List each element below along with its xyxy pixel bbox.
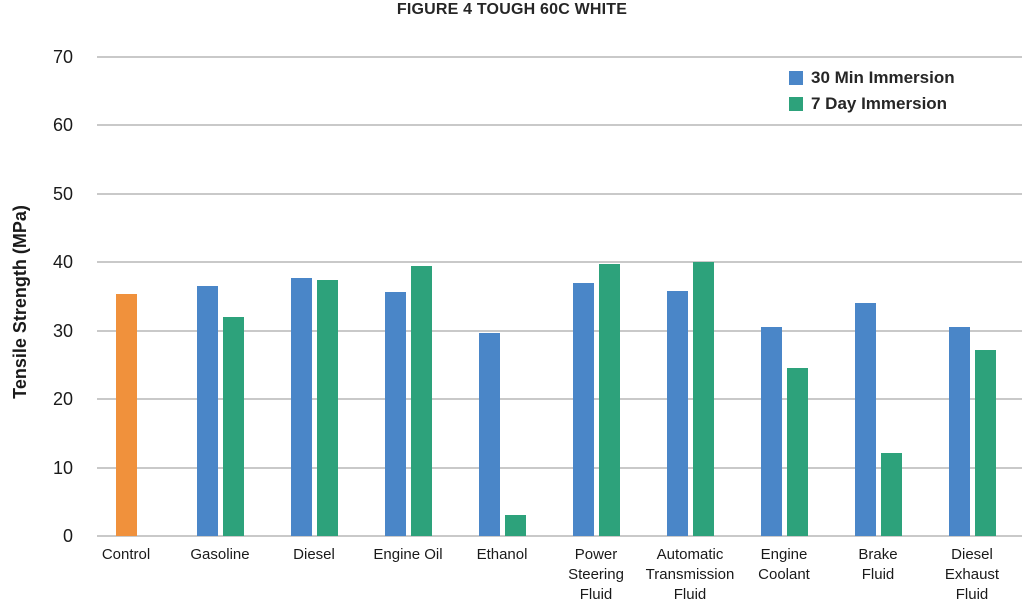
legend-item-7day: 7 Day Immersion <box>789 94 955 113</box>
legend-swatch-7day <box>789 96 803 111</box>
y-tick-label: 40 <box>52 252 73 273</box>
gridline <box>97 329 1022 332</box>
bar-30min-power-steering-fluid <box>573 283 594 536</box>
x-axis-label-diesel-exhaust-fluid: Diesel Exhaust Fluid <box>944 546 1000 603</box>
legend-label-30min: 30 Min Immersion <box>811 68 955 87</box>
bar-7day-automatic-transmission-fluid <box>693 262 714 536</box>
legend-label-7day: 7 Day Immersion <box>811 94 948 113</box>
gridline <box>97 124 1022 127</box>
y-tick-label: 20 <box>52 389 73 410</box>
bar-30min-ethanol <box>479 333 500 536</box>
y-tick-label: 70 <box>52 47 73 67</box>
bar-30min-diesel-exhaust-fluid <box>949 327 970 536</box>
bar-7day-engine-coolant <box>787 368 808 536</box>
gridline <box>97 192 1022 195</box>
y-tick-label: 60 <box>52 115 73 136</box>
y-tick-label: 0 <box>62 526 73 546</box>
gridline <box>97 261 1022 264</box>
x-axis-label-brake-fluid: Brake Fluid <box>858 546 898 583</box>
gridline <box>97 535 1022 537</box>
bar-30min-engine-coolant <box>761 327 782 536</box>
bar-7day-diesel-exhaust-fluid <box>975 350 996 536</box>
x-axis-label-control: Control <box>101 546 151 563</box>
x-axis-label-engine-oil: Engine Oil <box>373 546 443 563</box>
bar-30min-brake-fluid <box>855 303 876 536</box>
x-axis-label-engine-coolant: Engine Coolant <box>758 546 810 583</box>
legend-item-30min: 30 Min Immersion <box>789 68 955 87</box>
bar-30min-automatic-transmission-fluid <box>667 291 688 536</box>
bar-7day-diesel <box>317 280 338 536</box>
x-axis-label-gasoline: Gasoline <box>190 546 250 563</box>
bar-30min-gasoline <box>197 286 218 536</box>
gridline <box>97 398 1022 401</box>
y-tick-label: 10 <box>52 457 73 478</box>
gridline <box>97 56 1022 58</box>
bar-30min-diesel <box>291 278 312 536</box>
chart-title: FIGURE 4 TOUGH 60C WHITE <box>396 1 628 18</box>
bar-7day-brake-fluid <box>881 453 902 536</box>
legend-swatch-30min <box>789 70 803 85</box>
x-axis-label-diesel: Diesel <box>293 546 335 563</box>
legend: 30 Min Immersion 7 Day Immersion <box>789 68 955 113</box>
bar-30min-engine-oil <box>385 292 406 536</box>
x-axis-label-power-steering-fluid: Power Steering Fluid <box>568 546 624 603</box>
bar-7day-power-steering-fluid <box>599 264 620 536</box>
x-axis-label-automatic-transmission-fluid: Automatic Transmission Fluid <box>645 546 735 603</box>
y-tick-label: 30 <box>52 320 73 341</box>
y-tick-label: 50 <box>52 183 73 204</box>
x-axis-label-ethanol: Ethanol <box>476 546 528 563</box>
bar-7day-ethanol <box>505 515 526 536</box>
bar-7day-gasoline <box>223 317 244 536</box>
bar-control <box>116 294 137 536</box>
bar-7day-engine-oil <box>411 266 432 536</box>
gridline <box>97 466 1022 469</box>
